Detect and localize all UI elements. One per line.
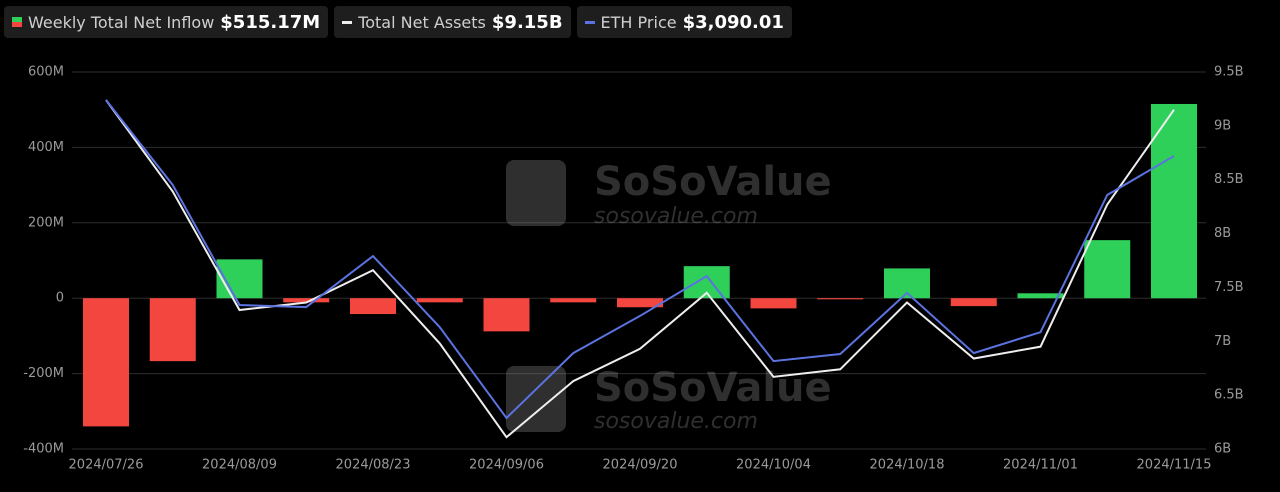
legend-label: ETH Price [600,12,677,32]
x-tick-label: 2024/09/06 [469,458,544,473]
y-tick-label: 0 [56,291,64,306]
x-tick-label: 2024/09/20 [603,458,678,473]
bar [950,298,997,307]
bar [416,298,463,303]
y2-tick-label: 7.5B [1214,280,1244,295]
x-tick-label: 2024/10/04 [736,458,811,473]
bar [550,298,597,303]
y2-tick-label: 8B [1214,226,1231,241]
y2-tick-label: 6.5B [1214,388,1244,403]
y-tick-label: 400M [28,140,64,155]
y-tick-label: 200M [28,215,64,230]
bar [1017,293,1064,299]
bar [216,259,263,299]
y2-tick-label: 7B [1214,334,1231,349]
legend-swatch [12,17,22,27]
bar [149,298,196,362]
bar [1151,103,1197,299]
watermark-text: SoSoValue [594,365,832,411]
y2-tick-label: 9B [1214,118,1231,133]
y-tick-label: 600M [28,65,64,80]
legend-swatch [342,20,353,24]
x-tick-label: 2024/11/01 [1003,458,1078,473]
watermark-logo [506,366,566,432]
watermark-logo [506,160,566,226]
legend-value: $9.15B [491,11,563,33]
x-tick-label: 2024/08/23 [336,458,411,473]
x-tick-label: 2024/07/26 [69,458,144,473]
bar [283,298,330,303]
line [105,99,1175,420]
legend-item[interactable]: ETH Price $3,090.01 [576,6,792,38]
legend: Weekly Total Net Inflow $515.17M Total N… [4,6,792,38]
bar [617,298,663,308]
bar [483,298,530,332]
legend-item[interactable]: Weekly Total Net Inflow $515.17M [4,6,329,38]
legend-label: Weekly Total Net Inflow [28,12,215,32]
legend-item[interactable]: Total Net Assets $9.15B [334,6,571,38]
bar [83,298,129,427]
y2-tick-label: 8.5B [1214,172,1244,187]
bar [350,298,396,315]
x-tick-label: 2024/08/09 [202,458,277,473]
legend-value: $3,090.01 [682,11,784,33]
y2-tick-label: 9.5B [1214,65,1244,80]
legend-value: $515.17M [220,11,321,33]
watermark: SoSoValue sosovalue.com SoSoValue sosova… [506,159,832,434]
x-tick-label: 2024/10/18 [870,458,945,473]
watermark-url: sosovalue.com [594,409,758,434]
bar [817,298,864,300]
bar [1084,240,1131,299]
watermark-text: SoSoValue [594,159,832,205]
y-tick-label: -200M [23,366,64,381]
line [105,99,1175,439]
bar [750,298,797,309]
legend-swatch [584,20,595,24]
y2-tick-label: 6B [1214,442,1231,457]
watermark-url: sosovalue.com [594,204,758,229]
x-tick-label: 2024/11/15 [1137,458,1212,473]
y-tick-label: -400M [23,442,64,457]
legend-label: Total Net Assets [358,12,486,32]
